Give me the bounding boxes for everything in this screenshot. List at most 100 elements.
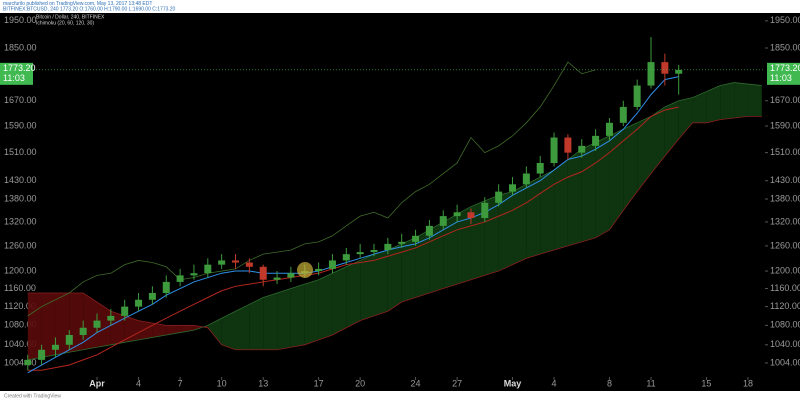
y-tick-label-right: 1850.00 bbox=[770, 42, 800, 52]
highlight-marker bbox=[297, 262, 313, 278]
y-tick-label: 1260.00 bbox=[4, 240, 37, 250]
candle-body bbox=[315, 268, 323, 272]
y-tick-label: 1080.00 bbox=[4, 320, 37, 330]
cloud-segment bbox=[526, 177, 541, 259]
y-tick-label-right: 1160.00 bbox=[770, 283, 800, 293]
cloud-segment bbox=[235, 304, 250, 350]
candle-body bbox=[135, 299, 143, 307]
candle-body bbox=[121, 306, 129, 316]
cloud-segment bbox=[124, 315, 139, 343]
x-tick-label: 11 bbox=[646, 378, 655, 388]
cloud-segment bbox=[207, 318, 222, 345]
cloud-segment bbox=[401, 237, 416, 303]
candle-body bbox=[259, 266, 267, 280]
cloud-segment bbox=[595, 135, 610, 238]
x-tick-label: 18 bbox=[743, 378, 753, 388]
candle-body bbox=[107, 315, 115, 321]
cloud-segment bbox=[609, 129, 624, 230]
y-tick-label: 1670.00 bbox=[4, 95, 37, 105]
cloud-segment bbox=[41, 292, 56, 358]
cloud-segment bbox=[457, 206, 471, 285]
candle-body bbox=[79, 327, 87, 335]
cloud-segment bbox=[180, 325, 194, 333]
countdown-left: 11:03 bbox=[3, 73, 25, 83]
y-tick-label-right: 1430.00 bbox=[770, 175, 800, 185]
cloud-segment bbox=[443, 214, 458, 289]
x-tick-label: 27 bbox=[452, 378, 462, 388]
candle-body bbox=[412, 235, 420, 242]
y-tick-label: 1160.00 bbox=[4, 283, 36, 293]
candle-body bbox=[218, 260, 226, 265]
candle-body bbox=[633, 85, 641, 107]
y-tick-label: 1950.00 bbox=[4, 15, 37, 25]
cloud-segment bbox=[221, 311, 236, 350]
x-tick-label: 17 bbox=[314, 378, 324, 388]
last-price-box-left bbox=[0, 62, 33, 85]
x-tick-label: 24 bbox=[411, 378, 421, 388]
y-tick-label: 1320.00 bbox=[4, 216, 37, 226]
cloud-segment bbox=[747, 84, 762, 117]
candle-body bbox=[356, 252, 364, 255]
y-tick-label-right: 1670.00 bbox=[770, 95, 800, 105]
last-price-label-right: 1773.20 bbox=[770, 63, 800, 73]
y-tick-label: 1510.00 bbox=[4, 147, 37, 157]
candle-body bbox=[564, 137, 572, 153]
x-tick-label: May bbox=[504, 378, 522, 388]
span-b-line bbox=[27, 116, 762, 351]
cloud-segment bbox=[138, 320, 153, 340]
candle-body bbox=[38, 349, 46, 360]
cloud-segment bbox=[387, 243, 402, 312]
cloud-segment bbox=[346, 260, 361, 328]
cloud-segment bbox=[512, 184, 527, 265]
candle-body bbox=[190, 273, 198, 276]
y-tick-label-right: 1080.00 bbox=[770, 320, 800, 330]
candle-body bbox=[93, 320, 101, 328]
y-tick-label-right: 1380.00 bbox=[770, 193, 800, 203]
candle-body bbox=[425, 225, 433, 236]
y-tick-label-right: 1590.00 bbox=[770, 120, 800, 130]
y-tick-label-right: 1040.00 bbox=[770, 339, 800, 349]
candle-body bbox=[522, 173, 530, 185]
last-price-box-right bbox=[767, 62, 800, 85]
cloud-segment bbox=[97, 302, 111, 348]
candle-body bbox=[398, 241, 406, 244]
cloud-segment bbox=[360, 254, 374, 321]
candle-body bbox=[578, 145, 586, 153]
cloud-segment bbox=[249, 297, 264, 350]
chart-title: Bitcoin / Dollar, 240, BITFINEX bbox=[36, 14, 105, 20]
candle-body bbox=[65, 334, 73, 345]
cloud-segment bbox=[374, 250, 388, 316]
cloud-segment bbox=[277, 288, 291, 350]
lagging-span bbox=[27, 61, 596, 317]
x-tick-label: 20 bbox=[355, 378, 365, 388]
plot: 1004.00 1004.00 1040.00 1040.00 1080.00 1080.… bbox=[4, 15, 800, 388]
candle-body bbox=[204, 264, 212, 274]
cloud-segment bbox=[664, 100, 679, 157]
y-tick-label: 1430.00 bbox=[4, 175, 37, 185]
candle-body bbox=[495, 191, 503, 203]
candle-body bbox=[509, 184, 516, 192]
candle-body bbox=[439, 216, 447, 226]
candle-body bbox=[162, 281, 170, 293]
candle-body bbox=[328, 260, 336, 269]
candle-body bbox=[453, 212, 461, 217]
cloud-segment bbox=[623, 122, 638, 211]
cloud-segment bbox=[706, 85, 721, 123]
cloud-segment bbox=[290, 284, 305, 348]
header-strip bbox=[0, 0, 800, 13]
y-tick-label-right: 1260.00 bbox=[770, 240, 800, 250]
cloud-segment bbox=[429, 221, 444, 293]
cloud-segment bbox=[152, 322, 167, 338]
x-tick-label: Apr bbox=[89, 378, 105, 388]
y-tick-label-right: 1320.00 bbox=[770, 216, 800, 226]
candle-body bbox=[24, 359, 32, 366]
base-line bbox=[27, 106, 679, 371]
candle-body bbox=[148, 292, 156, 300]
cloud-segment bbox=[27, 292, 42, 360]
symbol-line: BITFINEX:BTCUSD, 240 1773.20 O:1760.00 H… bbox=[3, 6, 176, 12]
cloud-segment bbox=[678, 97, 693, 140]
cloud-segment bbox=[692, 91, 707, 123]
cloud-segment bbox=[581, 142, 596, 242]
conversion-line bbox=[27, 76, 679, 374]
span-a-line bbox=[27, 82, 762, 361]
